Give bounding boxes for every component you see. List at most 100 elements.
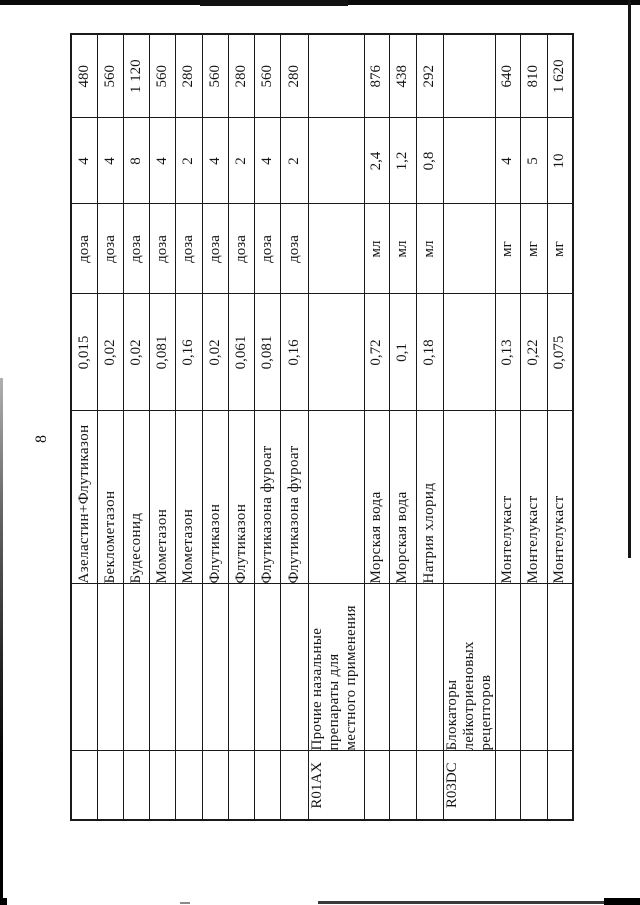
cell-drug: Флутиказон <box>202 411 228 584</box>
table-row: Монтелукаст 0,13 мг 4 640 <box>495 34 520 820</box>
cell-total: 560 <box>202 34 228 118</box>
cell-unit: доза <box>228 204 254 294</box>
cell-dose: 0,061 <box>228 294 254 411</box>
cell-code <box>547 751 573 820</box>
cell-qty <box>443 118 495 204</box>
cell-code <box>175 751 202 820</box>
cell-unit: доза <box>123 204 149 294</box>
cell-qty: 4 <box>149 118 175 204</box>
cell-unit: доза <box>202 204 228 294</box>
cell-total: 810 <box>520 34 547 118</box>
cell-drug: Монтелукаст <box>547 411 573 584</box>
cell-group <box>97 584 123 751</box>
cell-group <box>547 584 573 751</box>
cell-unit: мг <box>520 204 547 294</box>
cell-total <box>443 34 495 118</box>
cell-dose: 0,081 <box>254 294 280 411</box>
cell-qty: 2 <box>175 118 202 204</box>
cell-code <box>202 751 228 820</box>
group-line: Прочие назальные <box>308 627 325 751</box>
cell-dose <box>308 294 364 411</box>
cell-code <box>123 751 149 820</box>
cell-total: 876 <box>364 34 389 118</box>
cell-group <box>228 584 254 751</box>
table-row: Мометазон 0,16 доза 2 280 <box>175 34 202 820</box>
cell-drug: Беклометазон <box>97 411 123 584</box>
cell-qty <box>308 118 364 204</box>
table-row: Флутиказон 0,061 доза 2 280 <box>228 34 254 820</box>
cell-qty: 4 <box>97 118 123 204</box>
group-line: местного применения <box>342 605 359 751</box>
table-row: Монтелукаст 0,22 мг 5 810 <box>520 34 547 820</box>
table-row: Будесонид 0,02 доза 8 1 120 <box>123 34 149 820</box>
cell-dose: 0,13 <box>495 294 520 411</box>
table-row: Натрия хлорид 0,18 мл 0,8 292 <box>416 34 443 820</box>
cell-dose: 0,075 <box>547 294 573 411</box>
table-row: Флутиказона фуроат 0,081 доза 4 560 <box>254 34 280 820</box>
cell-group: Прочие назальные препараты для местного … <box>308 584 364 751</box>
cell-dose: 0,02 <box>202 294 228 411</box>
cell-drug: Азеластин+Флутиказон <box>71 411 97 584</box>
cell-code <box>97 751 123 820</box>
cell-unit: мг <box>547 204 573 294</box>
cell-unit: доза <box>71 204 97 294</box>
group-line: рецепторов <box>477 674 494 751</box>
table-row: Мометазон 0,081 доза 4 560 <box>149 34 175 820</box>
cell-dose: 0,22 <box>520 294 547 411</box>
cell-dose: 0,72 <box>364 294 389 411</box>
cell-total: 1 620 <box>547 34 573 118</box>
cell-qty: 10 <box>547 118 573 204</box>
cell-group <box>254 584 280 751</box>
cell-group <box>416 584 443 751</box>
cell-qty: 1,2 <box>389 118 416 204</box>
table-group-row: R03DC Блокаторы лейкотриеновых рецепторо… <box>443 34 495 820</box>
cell-unit <box>308 204 364 294</box>
cell-unit: доза <box>149 204 175 294</box>
cell-qty: 2 <box>228 118 254 204</box>
cell-group <box>71 584 97 751</box>
cell-total: 560 <box>254 34 280 118</box>
cell-dose: 0,16 <box>175 294 202 411</box>
cell-unit <box>443 204 495 294</box>
cell-dose: 0,02 <box>123 294 149 411</box>
cell-drug: Натрия хлорид <box>416 411 443 584</box>
table-row: Азеластин+Флутиказон 0,015 доза 4 480 <box>71 34 97 820</box>
table-row: Морская вода 0,72 мл 2,4 876 <box>364 34 389 820</box>
cell-total: 280 <box>280 34 308 118</box>
cell-total: 560 <box>149 34 175 118</box>
cell-group <box>280 584 308 751</box>
cell-total: 292 <box>416 34 443 118</box>
cell-group <box>364 584 389 751</box>
page-number: 8 <box>33 435 50 443</box>
cell-group <box>495 584 520 751</box>
cell-unit: доза <box>254 204 280 294</box>
cell-code <box>364 751 389 820</box>
cell-total: 480 <box>71 34 97 118</box>
cell-dose: 0,1 <box>389 294 416 411</box>
cell-qty: 5 <box>520 118 547 204</box>
cell-unit: мл <box>416 204 443 294</box>
cell-dose: 0,015 <box>71 294 97 411</box>
group-line: лейкотриеновых <box>460 641 477 751</box>
group-line: Блокаторы <box>443 679 460 751</box>
cell-unit: доза <box>97 204 123 294</box>
cell-drug: Флутиказона фуроат <box>254 411 280 584</box>
cell-total: 640 <box>495 34 520 118</box>
cell-code <box>416 751 443 820</box>
cell-code <box>254 751 280 820</box>
cell-code <box>495 751 520 820</box>
cell-code: R01AX <box>308 751 364 820</box>
cell-unit: доза <box>280 204 308 294</box>
cell-group <box>149 584 175 751</box>
cell-group <box>389 584 416 751</box>
cell-drug: Монтелукаст <box>495 411 520 584</box>
group-line: препараты для <box>325 653 342 751</box>
cell-qty: 4 <box>254 118 280 204</box>
cell-unit: мл <box>389 204 416 294</box>
cell-qty: 0,8 <box>416 118 443 204</box>
cell-dose <box>443 294 495 411</box>
drug-dose-table: Азеластин+Флутиказон 0,015 доза 4 480 Бе… <box>70 33 574 821</box>
cell-qty: 4 <box>71 118 97 204</box>
cell-drug: Морская вода <box>389 411 416 584</box>
